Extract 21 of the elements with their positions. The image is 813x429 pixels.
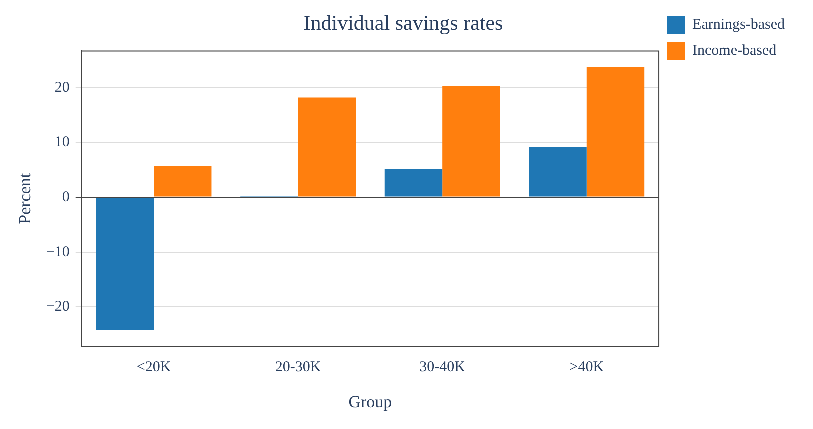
- x-tick-label: <20K: [136, 360, 172, 376]
- chart-title: Individual savings rates: [304, 11, 504, 36]
- bar: [586, 67, 645, 197]
- x-tick-label: 20-30K: [275, 360, 322, 376]
- y-tick-label: 20: [54, 80, 70, 96]
- bar: [442, 86, 500, 197]
- bar: [154, 166, 212, 197]
- x-tick-label: >40K: [570, 360, 604, 376]
- bar: [96, 198, 154, 330]
- x-axis-title: Group: [348, 392, 392, 412]
- legend-label: Earnings-based: [692, 16, 786, 33]
- x-tick-label: 30-40K: [420, 360, 466, 376]
- legend-label: Income-based: [692, 42, 778, 59]
- bar: [529, 147, 587, 197]
- y-tick-label: −20: [46, 299, 70, 316]
- bar: [384, 169, 443, 197]
- y-tick-label: −10: [46, 244, 70, 260]
- y-axis-title: Percent: [16, 173, 35, 224]
- bar: [298, 98, 356, 197]
- y-tick-label: 10: [54, 134, 70, 151]
- y-tick-label: 0: [62, 189, 70, 206]
